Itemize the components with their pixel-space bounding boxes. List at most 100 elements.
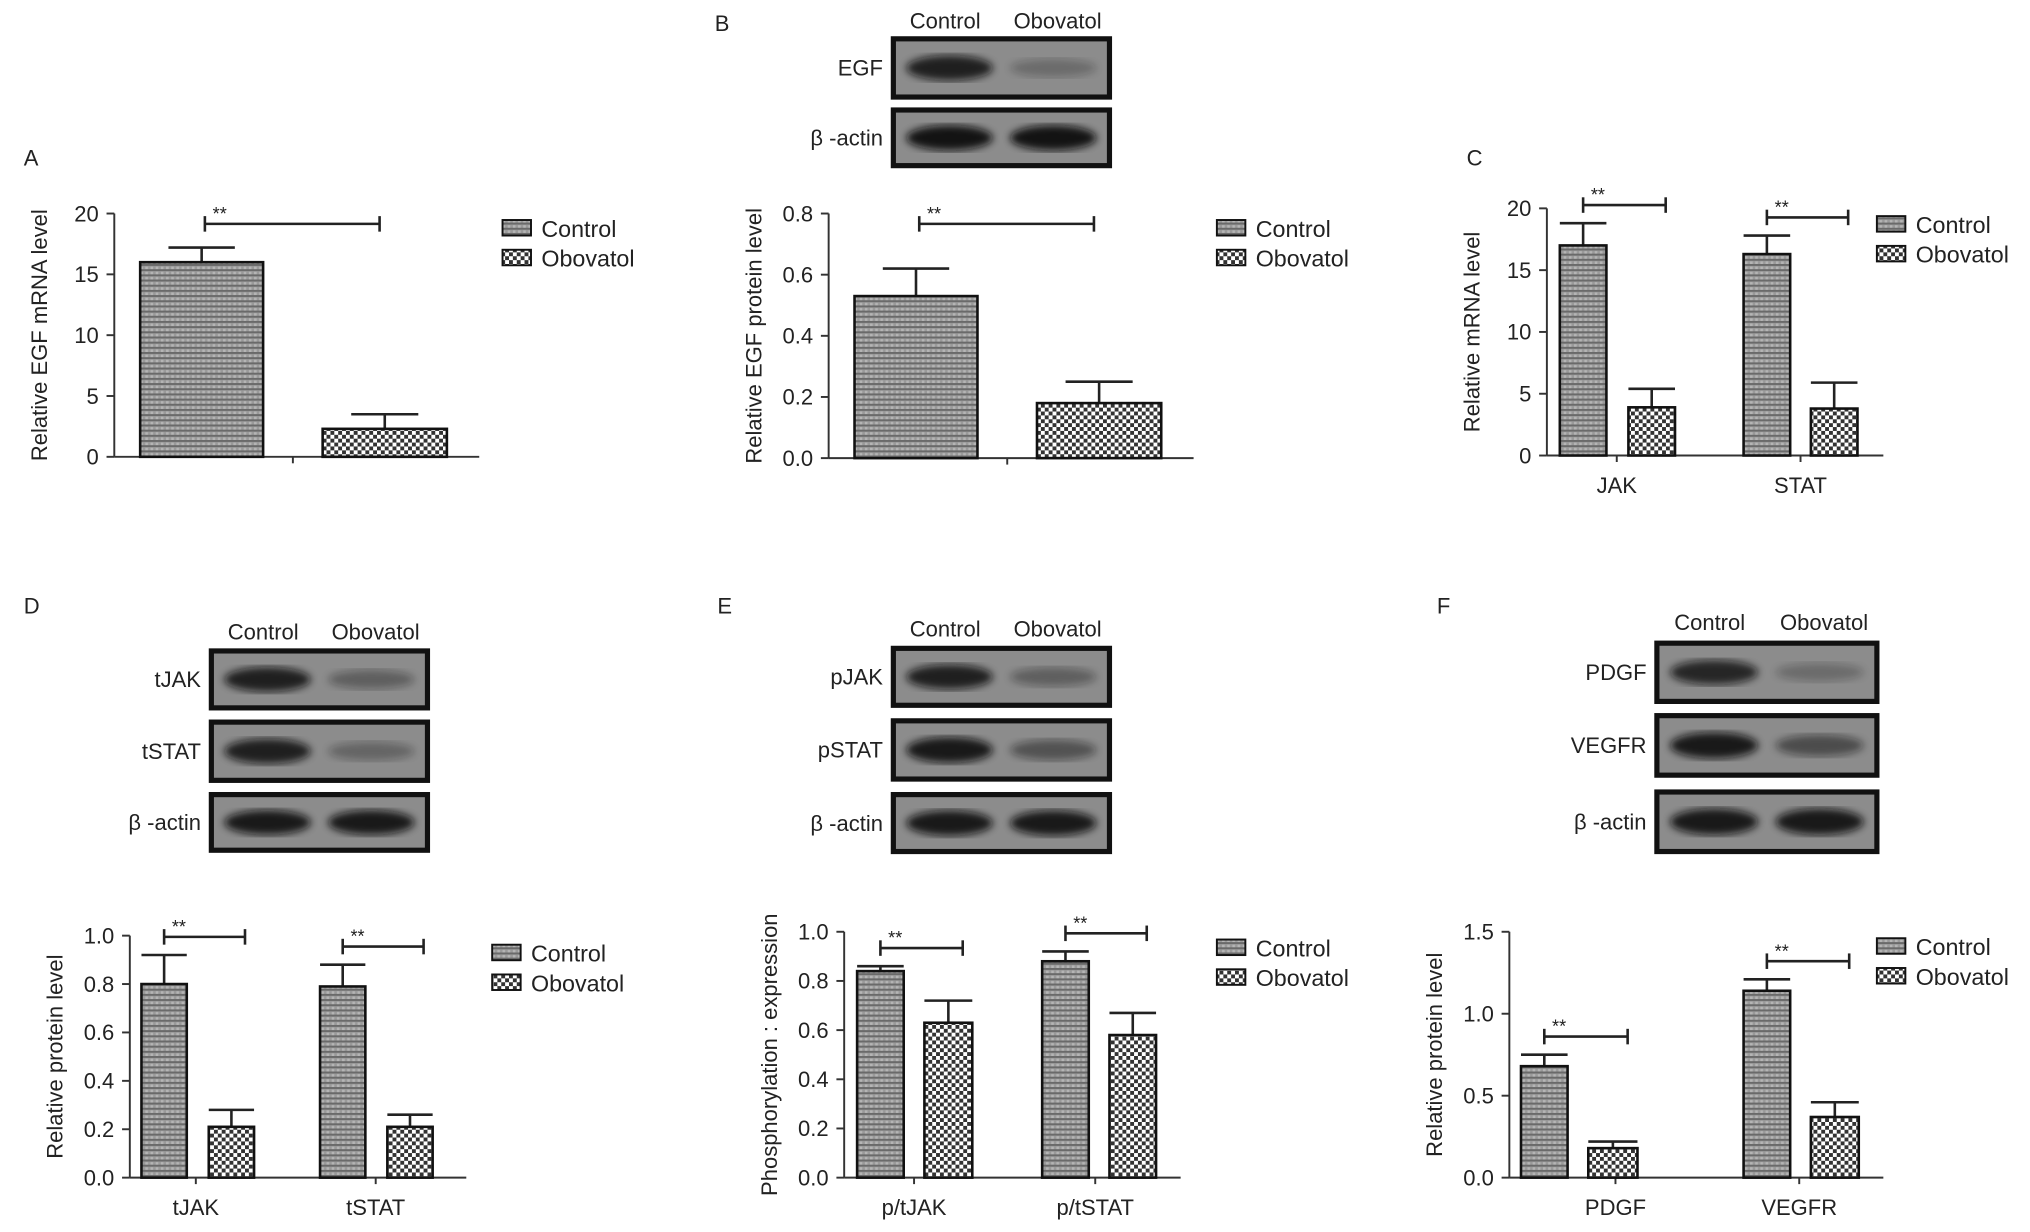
panel-e: E 0.0 0.2 0.4 0.6 0.8 1.0 Phosphorylation : exp…	[717, 593, 1349, 1220]
y-axis-label: Relative protein level	[1422, 953, 1447, 1157]
band-obovatol	[328, 741, 415, 761]
band-obovatol	[1775, 808, 1864, 835]
y-tick-label: 0.4	[783, 324, 814, 349]
band-obovatol	[1010, 667, 1097, 687]
band-obovatol	[328, 670, 415, 689]
legend-label-obovatol: Obovatol	[1916, 242, 2009, 268]
legend-swatch-control	[1875, 215, 1907, 233]
bar-control	[138, 260, 265, 459]
y-tick-label: 0	[87, 445, 99, 470]
y-tick-label: 0.8	[783, 201, 814, 226]
band-control	[1670, 808, 1759, 835]
blot-row-label: tJAK	[155, 667, 202, 692]
y-tick-label: 0.2	[84, 1117, 115, 1142]
y-tick-label: 10	[74, 323, 98, 348]
x-tick-label: tSTAT	[346, 1195, 405, 1220]
y-tick-label: 0.4	[798, 1067, 829, 1092]
y-tick-label: 15	[74, 262, 98, 287]
band-control	[906, 664, 993, 690]
y-tick-label: 15	[1507, 258, 1531, 283]
x-tick-label: tJAK	[173, 1195, 220, 1220]
panel-letter: F	[1437, 593, 1450, 618]
legend-label-obovatol: Obovatol	[541, 246, 634, 272]
western-blot-d: Control Obovatol tJAK tSTAT β -actin	[128, 619, 431, 853]
y-tick-label: 0.8	[798, 969, 829, 994]
band-control	[1670, 732, 1759, 759]
band-obovatol	[1010, 810, 1097, 836]
significance-marker: **	[1591, 185, 1605, 205]
legend-label-obovatol: Obovatol	[1256, 965, 1349, 991]
panel-a: A 0 5 10 15 20 Relative EGF mRNA level ** Contro…	[24, 146, 635, 470]
significance-marker: **	[172, 917, 186, 937]
y-axis-label: Relative mRNA level	[1460, 232, 1485, 433]
panel-letter: A	[24, 146, 39, 171]
x-tick-label: PDGF	[1585, 1195, 1646, 1220]
band-obovatol	[1010, 125, 1097, 151]
y-tick-label: 1.0	[798, 920, 829, 945]
band-control	[224, 738, 311, 764]
blot-row-label: β -actin	[810, 811, 883, 836]
bar-control	[140, 982, 189, 1179]
y-tick-label: 0.6	[798, 1018, 829, 1043]
bar-obovatol	[1809, 1115, 1861, 1179]
blot-row-label: β -actin	[810, 126, 883, 151]
legend-swatch-control	[501, 219, 532, 237]
legend-swatch-control	[1215, 219, 1247, 237]
legend-swatch-control	[1875, 937, 1907, 955]
y-tick-label: 0.5	[1463, 1083, 1494, 1108]
y-axis-label: Relative EGF mRNA level	[27, 209, 52, 461]
bar-control	[318, 985, 367, 1179]
blot-row-label: pSTAT	[818, 738, 883, 763]
blot-row-label: EGF	[838, 56, 883, 81]
y-tick-label: 1.0	[1463, 1001, 1494, 1026]
bar-obovatol	[1035, 401, 1163, 460]
y-tick-label: 0.0	[1463, 1165, 1494, 1190]
bar-obovatol	[1809, 407, 1859, 457]
y-tick-label: 0.6	[783, 262, 814, 287]
blot-row-label: PDGF	[1585, 660, 1646, 685]
panel-letter: B	[715, 11, 730, 36]
band-obovatol	[1010, 739, 1097, 761]
band-control	[224, 667, 311, 692]
lane-header: Obovatol	[1014, 8, 1102, 33]
y-tick-label: 0.0	[84, 1165, 115, 1190]
y-tick-label: 1.5	[1463, 920, 1494, 945]
bar-obovatol	[386, 1125, 434, 1179]
panel-f: F 0.0 0.5 1.0 1.5 Relative protein level PDGF V…	[1422, 593, 2009, 1220]
legend-swatch-obovatol	[1215, 248, 1247, 267]
blot-row-label: pJAK	[830, 665, 883, 690]
bar-obovatol	[207, 1125, 256, 1179]
bar-control	[855, 969, 906, 1179]
bar-control	[853, 294, 979, 460]
y-tick-label: 0.0	[798, 1165, 829, 1190]
band-control	[906, 55, 993, 81]
y-tick-label: 0.6	[84, 1020, 115, 1045]
band-obovatol	[1010, 58, 1097, 77]
legend-label-control: Control	[1256, 216, 1331, 242]
y-tick-label: 1.0	[84, 923, 115, 948]
panel-b: B 0.0 0.2 0.4 0.6 0.8 Relative EGF protein lev…	[715, 11, 1349, 471]
band-obovatol	[1775, 734, 1864, 757]
band-control	[1670, 660, 1759, 685]
bar-control	[1558, 244, 1608, 457]
western-blot-b: Control Obovatol EGF β -actin	[810, 8, 1113, 169]
blot-row-label: VEGFR	[1571, 733, 1647, 758]
bar-obovatol	[1108, 1033, 1158, 1179]
significance-marker: **	[888, 928, 902, 948]
y-tick-label: 0.2	[783, 385, 814, 410]
legend-swatch-obovatol	[1215, 968, 1247, 986]
x-tick-label: JAK	[1597, 473, 1638, 498]
band-control	[224, 810, 311, 835]
legend-label-obovatol: Obovatol	[1916, 964, 2009, 990]
legend-swatch-obovatol	[1875, 967, 1907, 985]
band-obovatol	[1775, 663, 1864, 682]
panel-letter: D	[24, 593, 40, 618]
legend-swatch-obovatol	[491, 973, 522, 991]
lane-header: Control	[910, 8, 981, 33]
panel-d: D 0.0 0.2 0.4 0.6 0.8 1.0 Relative protein leve…	[24, 593, 624, 1220]
y-tick-label: 10	[1507, 320, 1531, 345]
legend-label-control: Control	[1256, 935, 1331, 961]
y-axis-label: Relative EGF protein level	[741, 208, 766, 464]
band-control	[906, 810, 993, 836]
y-tick-label: 0	[1519, 443, 1531, 468]
